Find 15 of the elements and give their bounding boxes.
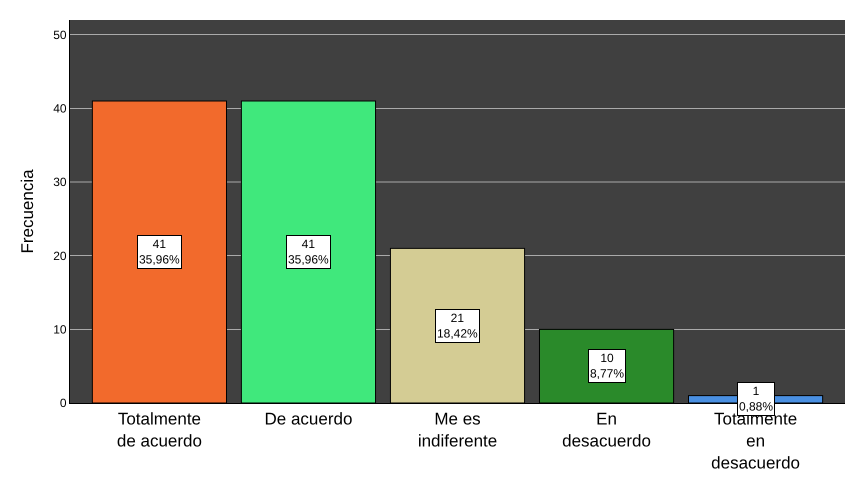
data-label: 41 35,96% xyxy=(139,237,180,267)
data-label: 21 18,42% xyxy=(437,311,478,341)
x-tick-label: De acuerdo xyxy=(264,409,352,428)
y-tick-label: 20 xyxy=(53,248,67,263)
y-tick-label: 10 xyxy=(53,322,67,337)
x-tick-label: Me es indiferente xyxy=(418,409,498,450)
data-label: 10 8,77% xyxy=(590,351,624,381)
data-label: 41 35,96% xyxy=(288,237,330,267)
y-tick-label: 50 xyxy=(53,28,67,42)
y-tick-label: 30 xyxy=(53,175,67,190)
x-tick-label: En desacuerdo xyxy=(562,409,651,450)
y-tick-label: 0 xyxy=(60,396,67,410)
y-axis-title: Frecuencia xyxy=(18,168,37,254)
y-tick-label: 40 xyxy=(53,102,67,116)
x-tick-label: Totalmente de acuerdo xyxy=(116,409,202,450)
